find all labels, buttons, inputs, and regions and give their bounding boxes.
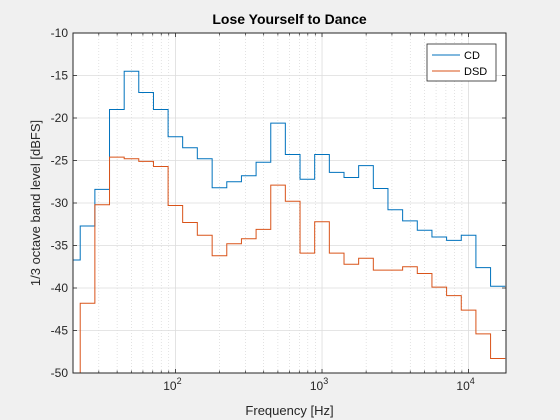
x-tick-label: 104 xyxy=(456,376,474,393)
tick-marks xyxy=(73,32,506,374)
legend-box xyxy=(426,43,497,82)
series-line-dsd xyxy=(73,156,506,373)
x-tick-label: 102 xyxy=(163,376,181,393)
y-tick-label: -30 xyxy=(51,196,69,210)
y-tick-label: -35 xyxy=(51,239,69,253)
legend-label-cd: CD xyxy=(464,50,480,62)
x-tick-label: 103 xyxy=(310,376,328,393)
series-line-cd xyxy=(73,70,506,287)
y-axis-label: 1/3 octave band level [dBFS] xyxy=(28,120,43,286)
y-tick-label: -50 xyxy=(51,366,69,380)
x-axis-label: Frequency [Hz] xyxy=(245,403,333,418)
y-tick-labels: -50 -45 -40 -35 -30 -25 -20 -15 -10 xyxy=(51,26,69,380)
chart-title: Lose Yourself to Dance xyxy=(212,11,367,27)
legend-label-dsd: DSD xyxy=(464,66,487,78)
legend[interactable]: CD DSD xyxy=(426,43,497,82)
y-tick-label: -40 xyxy=(51,281,69,295)
series-layer xyxy=(73,70,506,373)
y-tick-label: -25 xyxy=(51,154,69,168)
y-tick-label: -45 xyxy=(51,324,69,338)
y-tick-label: -10 xyxy=(51,26,69,40)
y-tick-label: -15 xyxy=(51,69,69,83)
y-tick-label: -20 xyxy=(51,111,69,125)
x-tick-labels: 102 103 104 xyxy=(163,376,475,393)
